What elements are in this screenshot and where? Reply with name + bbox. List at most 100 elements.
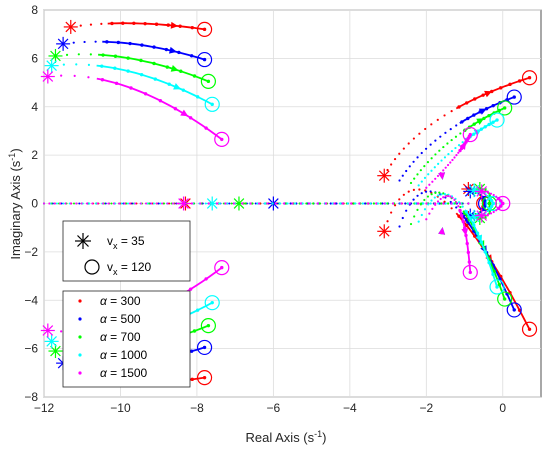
series-upper-dots xyxy=(77,53,80,56)
series-real-dots xyxy=(112,202,115,205)
series-real-dots xyxy=(361,202,364,205)
series-real-dots xyxy=(60,202,63,205)
series-real-dots xyxy=(62,202,65,205)
series-right-dots xyxy=(431,180,434,183)
tick-labels: −12 −10 −8 −6 −4 −2 0 −8 −6 −4 −2 0 2 4 6 8 xyxy=(24,3,506,415)
series-right-dots xyxy=(412,188,415,191)
legend-series-label: α = 500 xyxy=(100,312,141,326)
legend-alpha-value: = 1500 xyxy=(107,366,148,380)
series-real-dots xyxy=(147,202,150,205)
series-real-dots xyxy=(349,202,353,205)
series-right-dots xyxy=(416,173,419,176)
series-real-dots xyxy=(125,202,128,205)
series-real-dots xyxy=(416,202,420,205)
series-real-dots xyxy=(166,202,169,205)
legend-series-box xyxy=(62,290,191,388)
series-upper-dots xyxy=(65,53,69,56)
series-real-dots xyxy=(123,202,126,205)
legend-alpha-symbol: α xyxy=(100,348,108,362)
series-upper-dots xyxy=(89,53,92,56)
series-center-dots xyxy=(486,194,489,198)
series-right-dots xyxy=(427,173,430,176)
circle-marker xyxy=(214,131,230,148)
series-real-dots xyxy=(161,202,164,205)
series-right-dots xyxy=(420,192,423,195)
series-real-dots xyxy=(442,202,445,205)
series-right-dots xyxy=(454,146,457,150)
series-real-dots xyxy=(256,202,259,205)
series-right-dots xyxy=(386,220,389,223)
series-right-dots xyxy=(429,143,432,146)
arrowhead-icon xyxy=(461,228,469,236)
arrowhead-icon xyxy=(169,46,177,54)
series-real-dots xyxy=(318,202,322,205)
legend-markers: vx = 35 vx = 120 xyxy=(62,220,191,282)
circle-marker xyxy=(497,291,513,307)
series-real-dots xyxy=(85,202,88,205)
legend-alpha-value: = 300 xyxy=(107,294,141,308)
series-right-dots xyxy=(440,159,443,162)
series-right-dots xyxy=(453,156,456,159)
circle-marker xyxy=(481,195,497,212)
series-right-dots xyxy=(428,183,431,186)
series-right-dots xyxy=(446,142,449,145)
series-upper-dots-solid xyxy=(96,77,223,141)
asterisk-marker xyxy=(56,36,71,51)
series-real-dots xyxy=(299,202,302,205)
series-upper-dots xyxy=(83,40,86,44)
series-right-dots xyxy=(407,190,410,193)
series-real-dots xyxy=(429,202,432,205)
series-real-dots xyxy=(324,202,328,205)
series-real-dots xyxy=(53,202,56,205)
series-right-dots xyxy=(455,206,458,209)
series-center-dots-solid xyxy=(496,202,504,210)
series-real-dots xyxy=(232,202,235,205)
series-right-dots xyxy=(430,157,433,160)
y-tick-label: −4 xyxy=(24,293,38,307)
series-right-dots xyxy=(444,131,447,134)
series-real-dots xyxy=(43,202,45,205)
series-right-dots xyxy=(447,153,450,156)
series-right-dots xyxy=(436,174,440,178)
circle-marker xyxy=(521,70,538,86)
legend-circle-icon xyxy=(84,259,100,275)
series-real-dots xyxy=(271,202,274,205)
series-right-dots xyxy=(449,161,452,164)
series-right-dots xyxy=(390,163,393,166)
circle-marker xyxy=(521,321,538,337)
arrowhead-icon xyxy=(173,83,182,90)
y-axis-label: Imaginary Axis (s-1) xyxy=(7,148,23,259)
series-real-dots xyxy=(358,202,361,205)
series-real-dots xyxy=(329,202,332,205)
series-real-dots xyxy=(134,202,137,205)
series-center-dots-solid xyxy=(488,203,495,211)
series-real-dots xyxy=(80,202,83,205)
series-real-dots xyxy=(199,202,202,205)
series-right-dots xyxy=(416,208,419,212)
circle-marker xyxy=(489,279,505,295)
series-right-dots xyxy=(402,147,405,150)
series-right-dots xyxy=(434,139,437,142)
series-right-dots xyxy=(443,200,446,203)
series-right-dots xyxy=(417,184,420,187)
series-right-dots xyxy=(446,194,450,198)
series-right-dots xyxy=(425,218,428,221)
circle-marker xyxy=(204,295,220,311)
x-tick-label: −8 xyxy=(190,401,204,415)
series-real-dots xyxy=(305,202,308,205)
series-real-dots xyxy=(69,202,72,205)
series-right-dots xyxy=(433,166,436,169)
series-right-dots xyxy=(409,181,413,185)
series-center-dots xyxy=(495,209,498,212)
series-right-dots xyxy=(440,193,443,196)
asterisk-marker-stroke xyxy=(42,325,54,336)
legend-alpha-value: = 500 xyxy=(107,312,141,326)
asterisk-marker-stroke xyxy=(46,336,57,347)
series-real-dots xyxy=(228,202,231,205)
series-real-dots xyxy=(425,202,428,205)
series-right-dots xyxy=(449,127,452,131)
series-right-dots xyxy=(459,205,462,209)
series-right-dots xyxy=(453,198,456,201)
series-real-dots xyxy=(422,202,425,205)
